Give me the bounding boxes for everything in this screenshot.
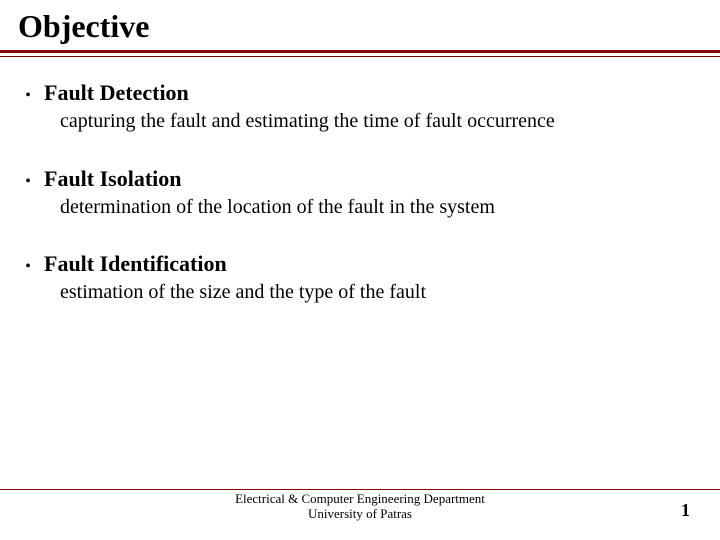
title-rule-thick <box>0 50 720 53</box>
bullet-title: Fault Identification <box>44 251 227 277</box>
bullet-head: • Fault Isolation <box>22 166 698 192</box>
title-area: Objective <box>0 0 720 45</box>
bullet-dot-icon: • <box>22 174 34 190</box>
page-number: 1 <box>681 500 690 521</box>
slide-title: Objective <box>18 8 720 45</box>
bullet-item: • Fault Detection capturing the fault an… <box>22 80 698 134</box>
footer: Electrical & Computer Engineering Depart… <box>0 492 720 522</box>
bullet-dot-icon: • <box>22 88 34 104</box>
bullet-head: • Fault Detection <box>22 80 698 106</box>
bullet-dot-icon: • <box>22 259 34 275</box>
title-rule-thin <box>0 56 720 57</box>
footer-rule <box>0 489 720 490</box>
bullet-body: determination of the location of the fau… <box>60 196 680 220</box>
bullet-head: • Fault Identification <box>22 251 698 277</box>
slide-content: • Fault Detection capturing the fault an… <box>22 80 698 337</box>
bullet-title: Fault Isolation <box>44 166 182 192</box>
bullet-item: • Fault Identification estimation of the… <box>22 251 698 305</box>
bullet-body: capturing the fault and estimating the t… <box>60 110 680 134</box>
bullet-item: • Fault Isolation determination of the l… <box>22 166 698 220</box>
bullet-body: estimation of the size and the type of t… <box>60 281 680 305</box>
footer-univ: University of Patras <box>0 507 720 522</box>
bullet-title: Fault Detection <box>44 80 189 106</box>
footer-dept: Electrical & Computer Engineering Depart… <box>0 492 720 507</box>
